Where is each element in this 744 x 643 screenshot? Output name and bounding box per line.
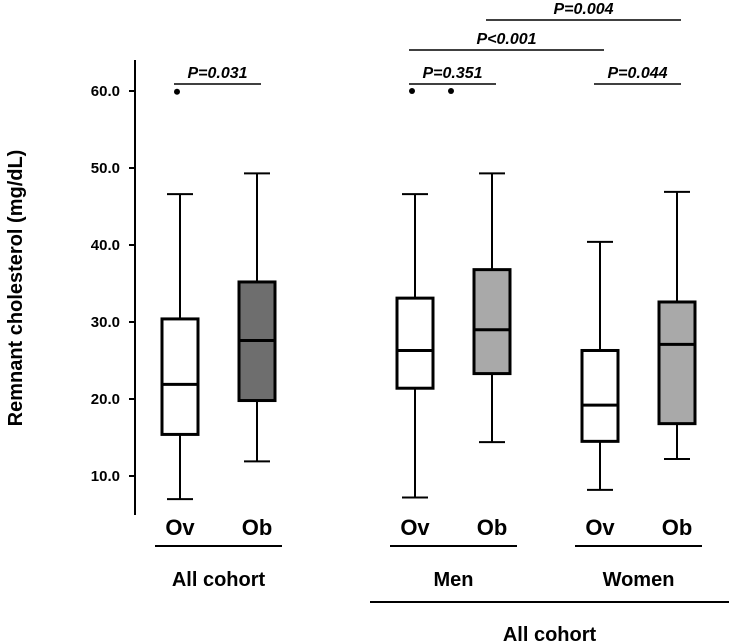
y-axis-group: Remnant cholesterol (mg/dL): [5, 60, 136, 515]
y-tick-label: 40.0: [91, 237, 120, 254]
p-value-label: P<0.001: [476, 31, 536, 48]
box-men-ov: [395, 88, 435, 499]
y-axis-label: Remnant cholesterol (mg/dL): [5, 150, 27, 427]
y-tick-label: 30.0: [91, 314, 120, 331]
category-label-ob: Ob: [242, 515, 273, 540]
category-label-ob: Ob: [662, 515, 693, 540]
box-all-cohort-ov: [160, 88, 200, 501]
p-value-label: P=0.031: [187, 65, 247, 82]
boxes-group: [160, 88, 697, 501]
y-tick-label: 10.0: [91, 468, 120, 485]
category-label-ov: Ov: [165, 515, 195, 540]
p-value-label: P=0.044: [607, 65, 667, 82]
box-iqr: [657, 300, 697, 426]
box-iqr: [395, 296, 435, 390]
box-iqr: [580, 348, 620, 443]
outlier-point: [174, 88, 180, 95]
category-label-ob: Ob: [477, 515, 508, 540]
category-label-ov: Ov: [400, 515, 430, 540]
group-label-women: Women: [603, 569, 675, 591]
category-labels-group: Ov Ob Ov Ob Ov Ob All cohort Men Women All cohort: [155, 515, 729, 643]
outer-group-label: All cohort: [503, 624, 597, 643]
y-ticks-group: 10.0 20.0 30.0 40.0 50.0 60.0: [91, 83, 135, 485]
y-tick-label: 60.0: [91, 83, 120, 100]
group-label-men: Men: [434, 569, 474, 591]
outlier-point: [448, 88, 454, 94]
comparisons-group: P=0.031 P=0.351 P=0.044 P<0.001 P=0.004: [174, 1, 681, 85]
p-value-label: P=0.004: [553, 1, 613, 18]
y-tick-label: 50.0: [91, 160, 120, 177]
p-value-label: P=0.351: [422, 65, 482, 82]
box-women-ob: [657, 190, 697, 461]
box-iqr: [160, 317, 200, 436]
outlier-point: [409, 88, 415, 94]
category-label-ov: Ov: [585, 515, 615, 540]
y-tick-label: 20.0: [91, 391, 120, 408]
group-label-all-cohort: All cohort: [172, 569, 266, 591]
box-iqr: [472, 268, 512, 376]
box-all-cohort-ob: [237, 172, 277, 463]
box-women-ov: [580, 240, 620, 491]
box-men-ob: [472, 172, 512, 444]
